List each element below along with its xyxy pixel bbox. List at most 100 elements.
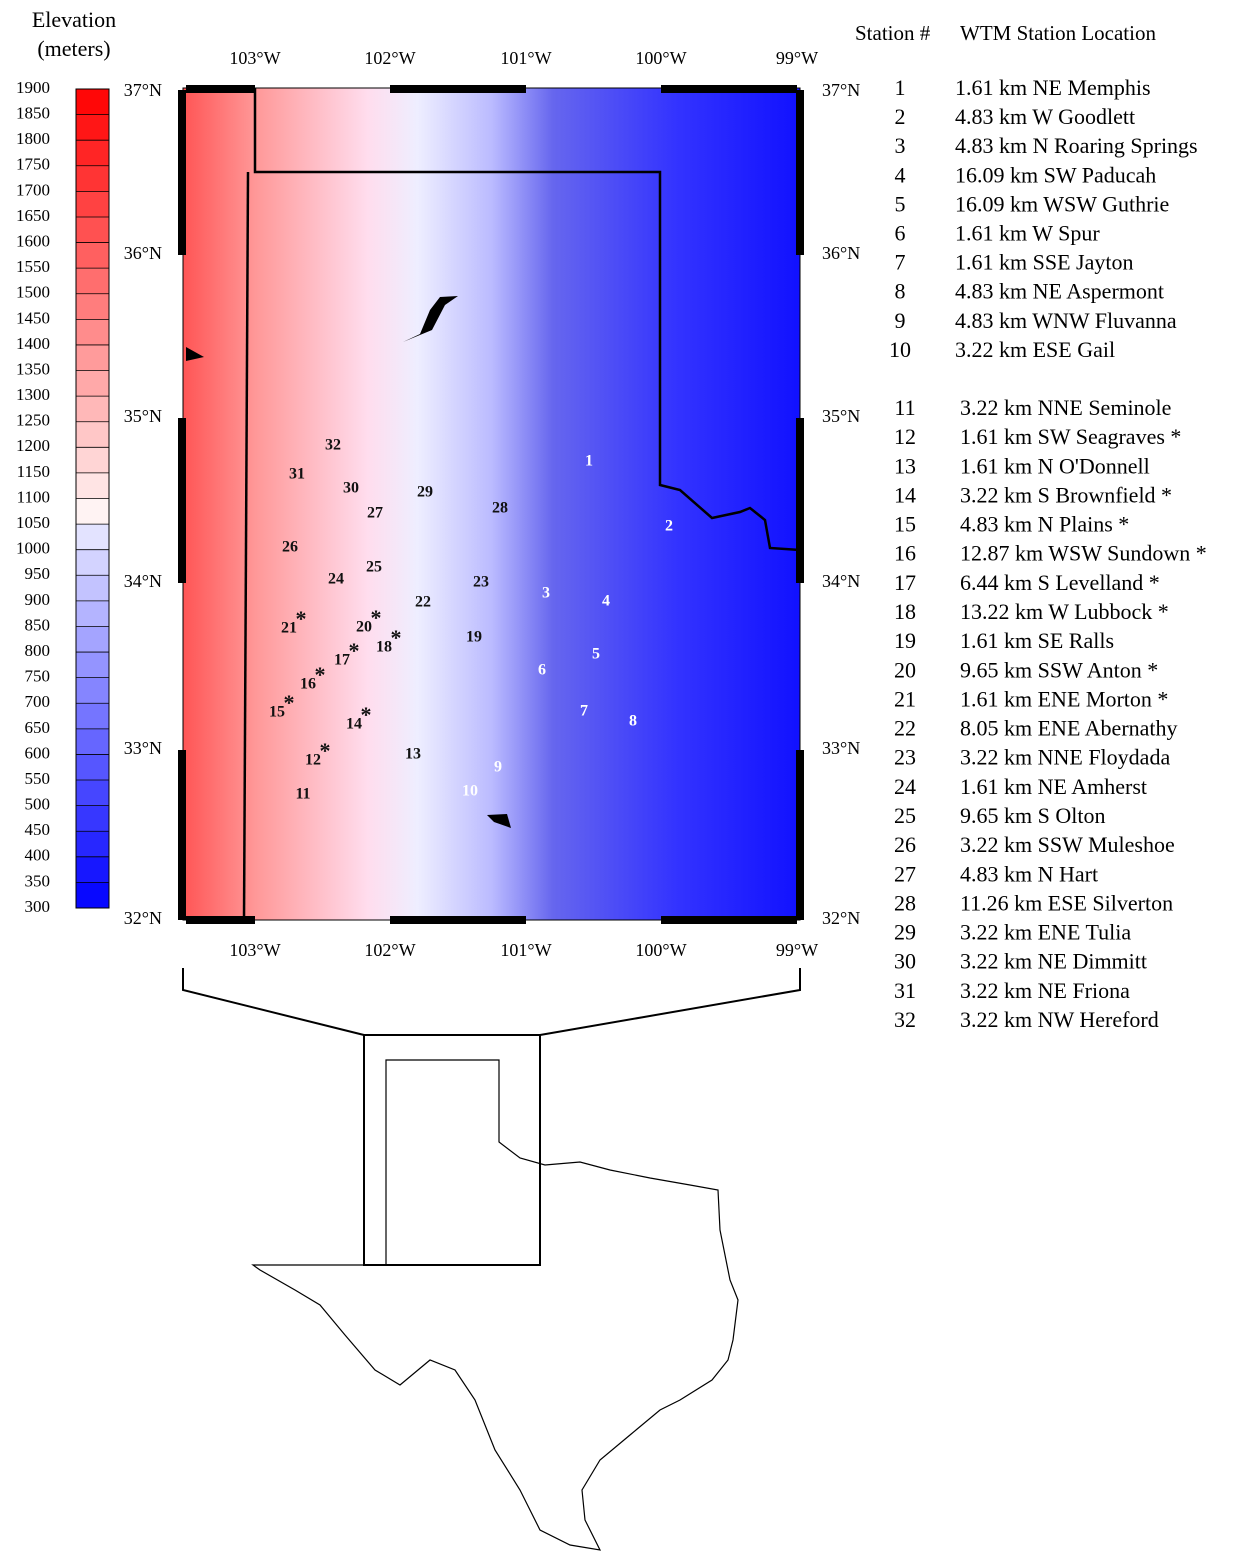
colorbar-tick-label: 450: [25, 820, 51, 839]
colorbar-band: [76, 243, 109, 269]
colorbar-band: [76, 268, 109, 294]
colorbar-band: [76, 678, 109, 704]
lat-label: 37°N: [124, 80, 162, 100]
station-number: 31: [894, 978, 916, 1003]
lat-label: 35°N: [822, 406, 860, 426]
station-label: 22: [415, 594, 431, 611]
station-label: 27: [367, 505, 383, 522]
station-label: 31: [289, 466, 305, 483]
station-label: 13: [405, 746, 421, 763]
station-location: 4.83 km N Hart: [960, 861, 1098, 886]
station-location: 3.22 km SSW Muleshoe: [960, 832, 1175, 857]
station-label: 4: [602, 593, 610, 610]
station-location: 4.83 km N Roaring Springs: [955, 133, 1198, 158]
colorbar-tick-label: 1350: [16, 359, 50, 378]
station-location: 9.65 km SSW Anton *: [960, 657, 1158, 682]
station-star: *: [391, 625, 402, 650]
colorbar-tick-label: 1050: [16, 513, 50, 532]
station-label: 32: [325, 437, 341, 454]
lon-label: 102°W: [364, 940, 415, 960]
station-location: 3.22 km NW Hereford: [960, 1007, 1159, 1032]
inset-connector: [183, 968, 800, 1265]
colorbar-tick-label: 700: [25, 692, 51, 711]
figure: Elevation(meters)19001850180017501700165…: [0, 0, 1235, 1553]
colorbar-band: [76, 601, 109, 627]
lat-label: 32°N: [124, 908, 162, 928]
station-number: 16: [894, 541, 916, 566]
station-location: 4.83 km WNW Fluvanna: [955, 308, 1177, 333]
station-label: 6: [538, 662, 546, 679]
station-label: 19: [466, 629, 482, 646]
colorbar-band: [76, 140, 109, 166]
station-number: 6: [895, 221, 906, 246]
station-location: 1.61 km NE Amherst: [960, 774, 1147, 799]
station-label: 24: [328, 571, 344, 588]
station-location: 1.61 km SW Seagraves *: [960, 424, 1181, 449]
colorbar-band: [76, 652, 109, 678]
lat-label: 32°N: [822, 908, 860, 928]
station-number: 23: [894, 745, 916, 770]
station-number: 15: [894, 512, 916, 537]
colorbar-band: [76, 626, 109, 652]
station-location: 4.83 km N Plains *: [960, 512, 1129, 537]
station-location: 16.09 km SW Paducah: [955, 162, 1156, 187]
colorbar-tick-label: 850: [25, 615, 51, 634]
station-label: 23: [473, 574, 489, 591]
station-number: 12: [894, 424, 916, 449]
colorbar-tick-label: 500: [25, 795, 51, 814]
station-location: 3.22 km NNE Floydada: [960, 745, 1170, 770]
station-location: 3.22 km NE Friona: [960, 978, 1130, 1003]
station-number: 18: [894, 599, 916, 624]
colorbar-band: [76, 294, 109, 320]
colorbar-tick-label: 1600: [16, 231, 50, 250]
station-number: 3: [895, 133, 906, 158]
station-number: 13: [894, 453, 916, 478]
station-location: 4.83 km W Goodlett: [955, 104, 1135, 129]
table-header: Station #: [855, 21, 931, 45]
colorbar-band: [76, 89, 109, 115]
colorbar-tick-label: 1700: [16, 180, 50, 199]
lon-label: 102°W: [364, 48, 415, 68]
lon-label: 101°W: [500, 48, 551, 68]
colorbar-tick-label: 1150: [17, 462, 50, 481]
station-location: 3.22 km NNE Seminole: [960, 395, 1171, 420]
station-location: 11.26 km ESE Silverton: [960, 890, 1173, 915]
station-location: 13.22 km W Lubbock *: [960, 599, 1169, 624]
station-location: 3.22 km ESE Gail: [955, 337, 1115, 362]
station-location: 1.61 km SSE Jayton: [955, 250, 1133, 275]
colorbar-band: [76, 396, 109, 422]
colorbar-band: [76, 345, 109, 371]
station-number: 9: [895, 308, 906, 333]
station-star: *: [315, 662, 326, 687]
colorbar-tick-label: 750: [25, 667, 51, 686]
station-location: 3.22 km ENE Tulia: [960, 920, 1131, 945]
station-label: 1: [585, 453, 593, 470]
colorbar-tick-label: 1500: [16, 283, 50, 302]
colorbar-tick-label: 1900: [16, 78, 50, 97]
legend-title: Elevation: [32, 7, 116, 32]
station-number: 24: [894, 774, 916, 799]
station-location: 3.22 km NE Dimmitt: [960, 949, 1147, 974]
colorbar-band: [76, 729, 109, 755]
station-star: *: [320, 738, 331, 763]
station-label: 11: [295, 786, 310, 803]
station-location: 12.87 km WSW Sundown *: [960, 541, 1207, 566]
station-label: 26: [282, 539, 298, 556]
colorbar-tick-label: 1850: [16, 104, 50, 123]
lat-label: 34°N: [822, 571, 860, 591]
station-label: 30: [343, 480, 359, 497]
lon-label: 101°W: [500, 940, 551, 960]
table-header: WTM Station Location: [960, 21, 1156, 45]
lat-label: 33°N: [822, 738, 860, 758]
colorbar-band: [76, 166, 109, 192]
colorbar-band: [76, 780, 109, 806]
colorbar-band: [76, 550, 109, 576]
colorbar-tick-label: 300: [25, 897, 51, 916]
colorbar-tick-label: 350: [25, 871, 51, 890]
colorbar-band: [76, 703, 109, 729]
station-number: 4: [895, 162, 906, 187]
colorbar-tick-label: 600: [25, 743, 51, 762]
station-label: 2: [665, 518, 673, 535]
lon-label: 103°W: [229, 940, 280, 960]
station-location: 3.22 km S Brownfield *: [960, 482, 1172, 507]
